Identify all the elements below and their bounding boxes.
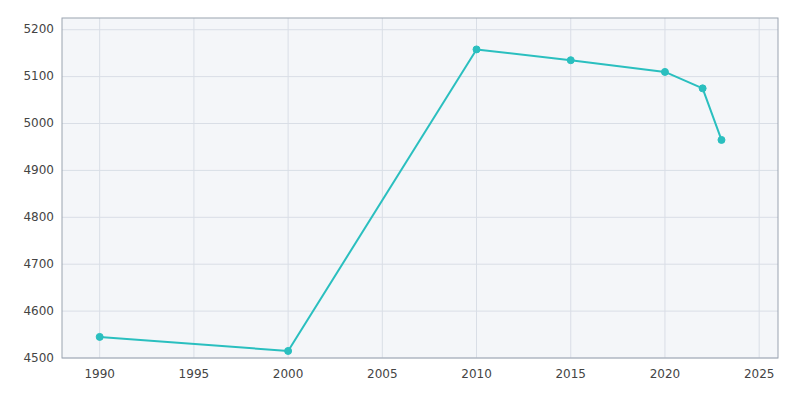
chart-container: 4500 4600 4700 4800 4900 5000 5100 5200 1990 1995… (0, 0, 800, 400)
y-tick-label: 5000 (23, 116, 54, 130)
x-grid-line (99, 18, 100, 358)
y-grid-line (62, 76, 778, 77)
x-grid-line (759, 18, 760, 358)
data-group (96, 46, 725, 355)
grid (62, 18, 778, 358)
point (473, 46, 480, 53)
point (567, 57, 574, 64)
chart-svg: 4500 4600 4700 4800 4900 5000 5100 5200 1990 1995… (0, 0, 800, 400)
plot-frame (62, 18, 778, 358)
x-tick-label: 2015 (555, 367, 586, 381)
point (96, 333, 103, 340)
x-grid-line (193, 18, 194, 358)
y-grid-line (62, 29, 778, 30)
y-tick-label: 5200 (23, 22, 54, 36)
y-grid-line (62, 264, 778, 265)
y-tick-label: 4700 (23, 257, 54, 271)
point (718, 136, 725, 143)
x-tick-label: 1990 (84, 367, 115, 381)
x-tick-label: 2010 (461, 367, 492, 381)
x-tick-label: 2025 (744, 367, 775, 381)
y-tick-label: 5100 (23, 69, 54, 83)
x-tick-label: 1995 (179, 367, 210, 381)
y-grid-line (62, 217, 778, 218)
x-tick-label: 2020 (650, 367, 681, 381)
line (100, 49, 722, 351)
x-grid-line (570, 18, 571, 358)
point (661, 68, 668, 75)
y-grid-line (62, 311, 778, 312)
y-grid-line (62, 123, 778, 124)
x-grid-line (288, 18, 289, 358)
plot-background (62, 18, 778, 358)
x-tick-label: 2005 (367, 367, 398, 381)
point (699, 85, 706, 92)
y-tick-label: 4500 (23, 351, 54, 365)
axes: 4500 4600 4700 4800 4900 5000 5100 5200 1990 1995… (23, 22, 774, 381)
point (285, 347, 292, 354)
y-tick-label: 4600 (23, 304, 54, 318)
x-grid-line (382, 18, 383, 358)
x-grid-line (476, 18, 477, 358)
x-tick-label: 2000 (273, 367, 304, 381)
y-grid-line (62, 170, 778, 171)
y-tick-label: 4900 (23, 163, 54, 177)
y-tick-label: 4800 (23, 210, 54, 224)
